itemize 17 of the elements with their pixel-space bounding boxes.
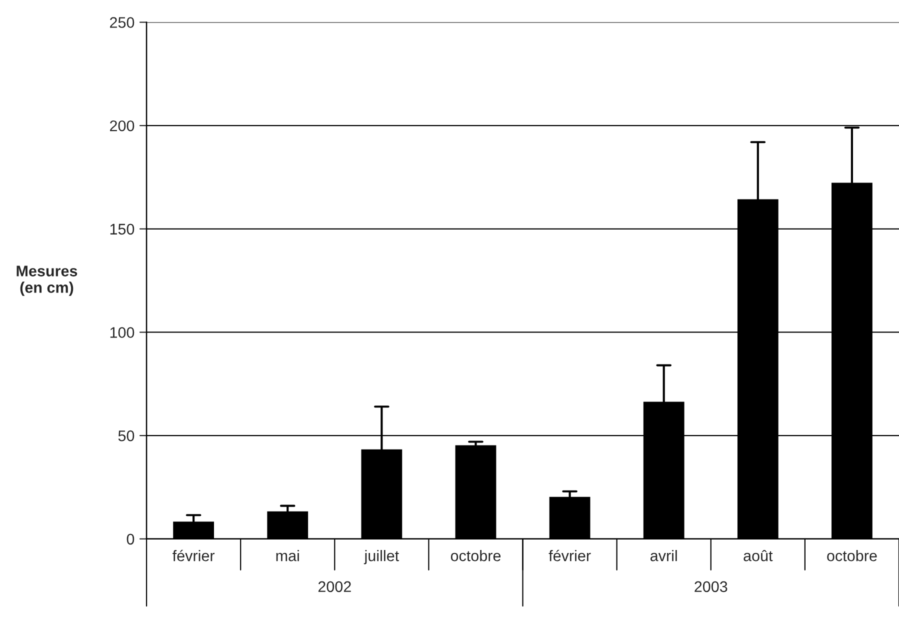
x-tick-label: juillet <box>364 550 399 564</box>
y-tick-label: 0 <box>126 534 134 545</box>
y-tick-label: 250 <box>110 17 134 28</box>
x-tick-label: août <box>744 550 773 562</box>
x-tick-label: octobre <box>450 550 501 562</box>
y-tick-label: 50 <box>118 430 134 442</box>
x-tick-label: avril <box>650 550 677 562</box>
y-axis-title: Mesures (en cm) <box>16 266 78 296</box>
text: 2003 <box>694 581 728 592</box>
x-tick-label: février <box>548 550 591 562</box>
x-tick-label: octobre <box>827 550 877 562</box>
text: 2002 <box>318 581 351 592</box>
x-tick-label: mai <box>276 550 299 562</box>
y-tick-label: 100 <box>110 327 134 338</box>
y-tick-label: 200 <box>110 120 134 132</box>
y-tick-label: 150 <box>110 224 134 235</box>
x-tick-label: février <box>172 550 215 562</box>
